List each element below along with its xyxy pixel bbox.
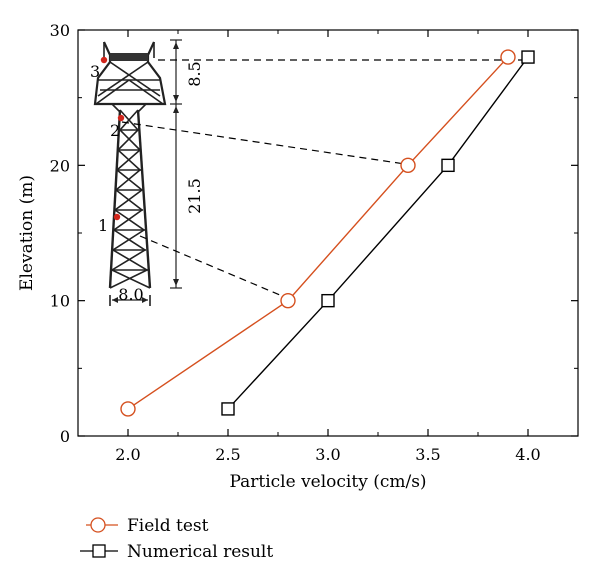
point-label-1: 1 — [98, 216, 108, 235]
height-label-top: 8.5 — [185, 61, 204, 86]
height-dimensions — [170, 39, 182, 289]
series-line-0 — [127, 56, 509, 410]
data-point-square — [441, 158, 455, 173]
x-tick-label: 3.0 — [315, 445, 340, 464]
y-tick-label: 0 — [60, 427, 70, 446]
x-tick-label: 2.5 — [215, 445, 240, 464]
measurement-point-markers — [100, 56, 125, 221]
measurement-point-1 — [113, 213, 121, 221]
base-width-label: 8.0 — [118, 285, 143, 304]
tick-labels: 2.0 2.5 3.0 3.5 4.0 0 10 20 30 — [50, 21, 541, 464]
x-tick-label: 4.0 — [515, 445, 540, 464]
legend-entry-numerical-result: Numerical result — [80, 542, 273, 562]
axis-ticks — [77, 29, 579, 437]
data-point-square — [521, 50, 535, 64]
tower-illustration — [93, 41, 167, 306]
data-point-square — [221, 402, 235, 416]
measurement-point-3 — [100, 56, 108, 64]
leader-lines — [121, 59, 528, 299]
series-line-1 — [227, 56, 529, 410]
height-label-body: 21.5 — [185, 178, 204, 214]
x-axis-title: Particle velocity (cm/s) — [229, 472, 426, 492]
legend-entry-field-test: Field test — [86, 516, 209, 536]
y-tick-label: 30 — [50, 21, 70, 40]
data-point-square — [321, 293, 335, 308]
y-tick-label: 20 — [50, 156, 70, 175]
legend-marker-circle — [90, 517, 106, 533]
y-axis-title: Elevation (m) — [17, 175, 37, 291]
x-tick-label: 3.5 — [415, 445, 440, 464]
y-tick-label: 10 — [50, 292, 70, 311]
data-point-circle — [500, 49, 516, 65]
legend-label-field-test: Field test — [127, 516, 209, 536]
point-label-3: 3 — [90, 62, 100, 81]
point-label-2: 2 — [110, 121, 120, 140]
data-point-circle — [280, 292, 296, 309]
x-tick-label: 2.0 — [115, 445, 140, 464]
series-layer — [120, 49, 535, 417]
data-point-circle — [400, 157, 416, 174]
legend: Field test Numerical result — [80, 516, 273, 562]
measurement-point-2 — [117, 114, 125, 122]
data-point-circle — [120, 401, 136, 417]
legend-marker-square — [92, 544, 106, 558]
legend-label-numerical-result: Numerical result — [127, 542, 273, 562]
